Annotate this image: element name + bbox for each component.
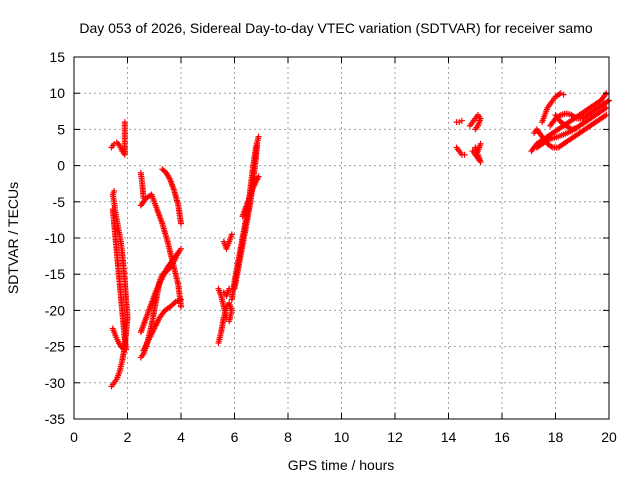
data-marks (108, 90, 612, 390)
y-tick-label: -10 (45, 230, 65, 246)
axis-ticks (73, 56, 610, 420)
data-point (178, 245, 184, 252)
data-point (255, 173, 262, 180)
data-point (228, 231, 235, 238)
data-point (254, 140, 261, 147)
y-tick-label: 15 (49, 49, 65, 65)
y-tick-label: -35 (45, 411, 65, 427)
data-point (572, 114, 579, 121)
data-point (603, 104, 610, 111)
x-tick-label: 4 (177, 429, 185, 445)
x-tick-label: 10 (334, 429, 350, 445)
data-point (601, 112, 608, 119)
grid-lines (74, 57, 609, 419)
x-axis-label: GPS time / hours (288, 457, 395, 473)
data-point (560, 91, 567, 98)
data-point (603, 111, 610, 118)
data-point (573, 124, 580, 131)
data-point (477, 140, 484, 147)
x-tick-label: 8 (284, 429, 292, 445)
y-tick-label: 0 (57, 158, 65, 174)
data-point (255, 133, 262, 140)
data-point (109, 206, 116, 213)
chart-title: Day 053 of 2026, Sidereal Day-to-day VTE… (79, 20, 592, 36)
x-tick-label: 20 (601, 429, 617, 445)
y-tick-label: -5 (53, 194, 66, 210)
data-point (111, 187, 118, 194)
y-tick-label: -25 (45, 339, 65, 355)
data-point (548, 143, 555, 150)
y-tick-label: -20 (45, 302, 65, 318)
x-tick-label: 16 (494, 429, 510, 445)
data-point (121, 119, 128, 126)
data-point (601, 105, 608, 112)
x-tick-label: 2 (124, 429, 132, 445)
data-point (175, 249, 182, 256)
data-point (458, 117, 465, 124)
data-point (472, 126, 479, 133)
x-tick-label: 12 (387, 429, 403, 445)
y-tick-label: -30 (45, 375, 65, 391)
x-tick-label: 14 (441, 429, 457, 445)
data-point (226, 318, 233, 325)
y-tick-label: -15 (45, 266, 65, 282)
data-point (226, 285, 233, 292)
x-tick-label: 0 (70, 429, 78, 445)
tick-labels: 0 2 4 6 8 10 12 14 16 18 20 -35 -30 -25 -20 -15 -10 -5 0 5 1… (45, 49, 617, 445)
data-point (604, 98, 611, 105)
x-tick-label: 18 (548, 429, 564, 445)
y-tick-label: 10 (49, 85, 65, 101)
data-point (171, 299, 178, 306)
x-tick-label: 6 (231, 429, 239, 445)
data-point (178, 220, 184, 227)
y-tick-label: 5 (57, 121, 65, 137)
y-axis-label: SDTVAR / TECUs (5, 182, 21, 294)
data-point (140, 195, 147, 202)
data-point (461, 151, 468, 158)
data-point (178, 303, 184, 310)
data-point (223, 314, 230, 321)
